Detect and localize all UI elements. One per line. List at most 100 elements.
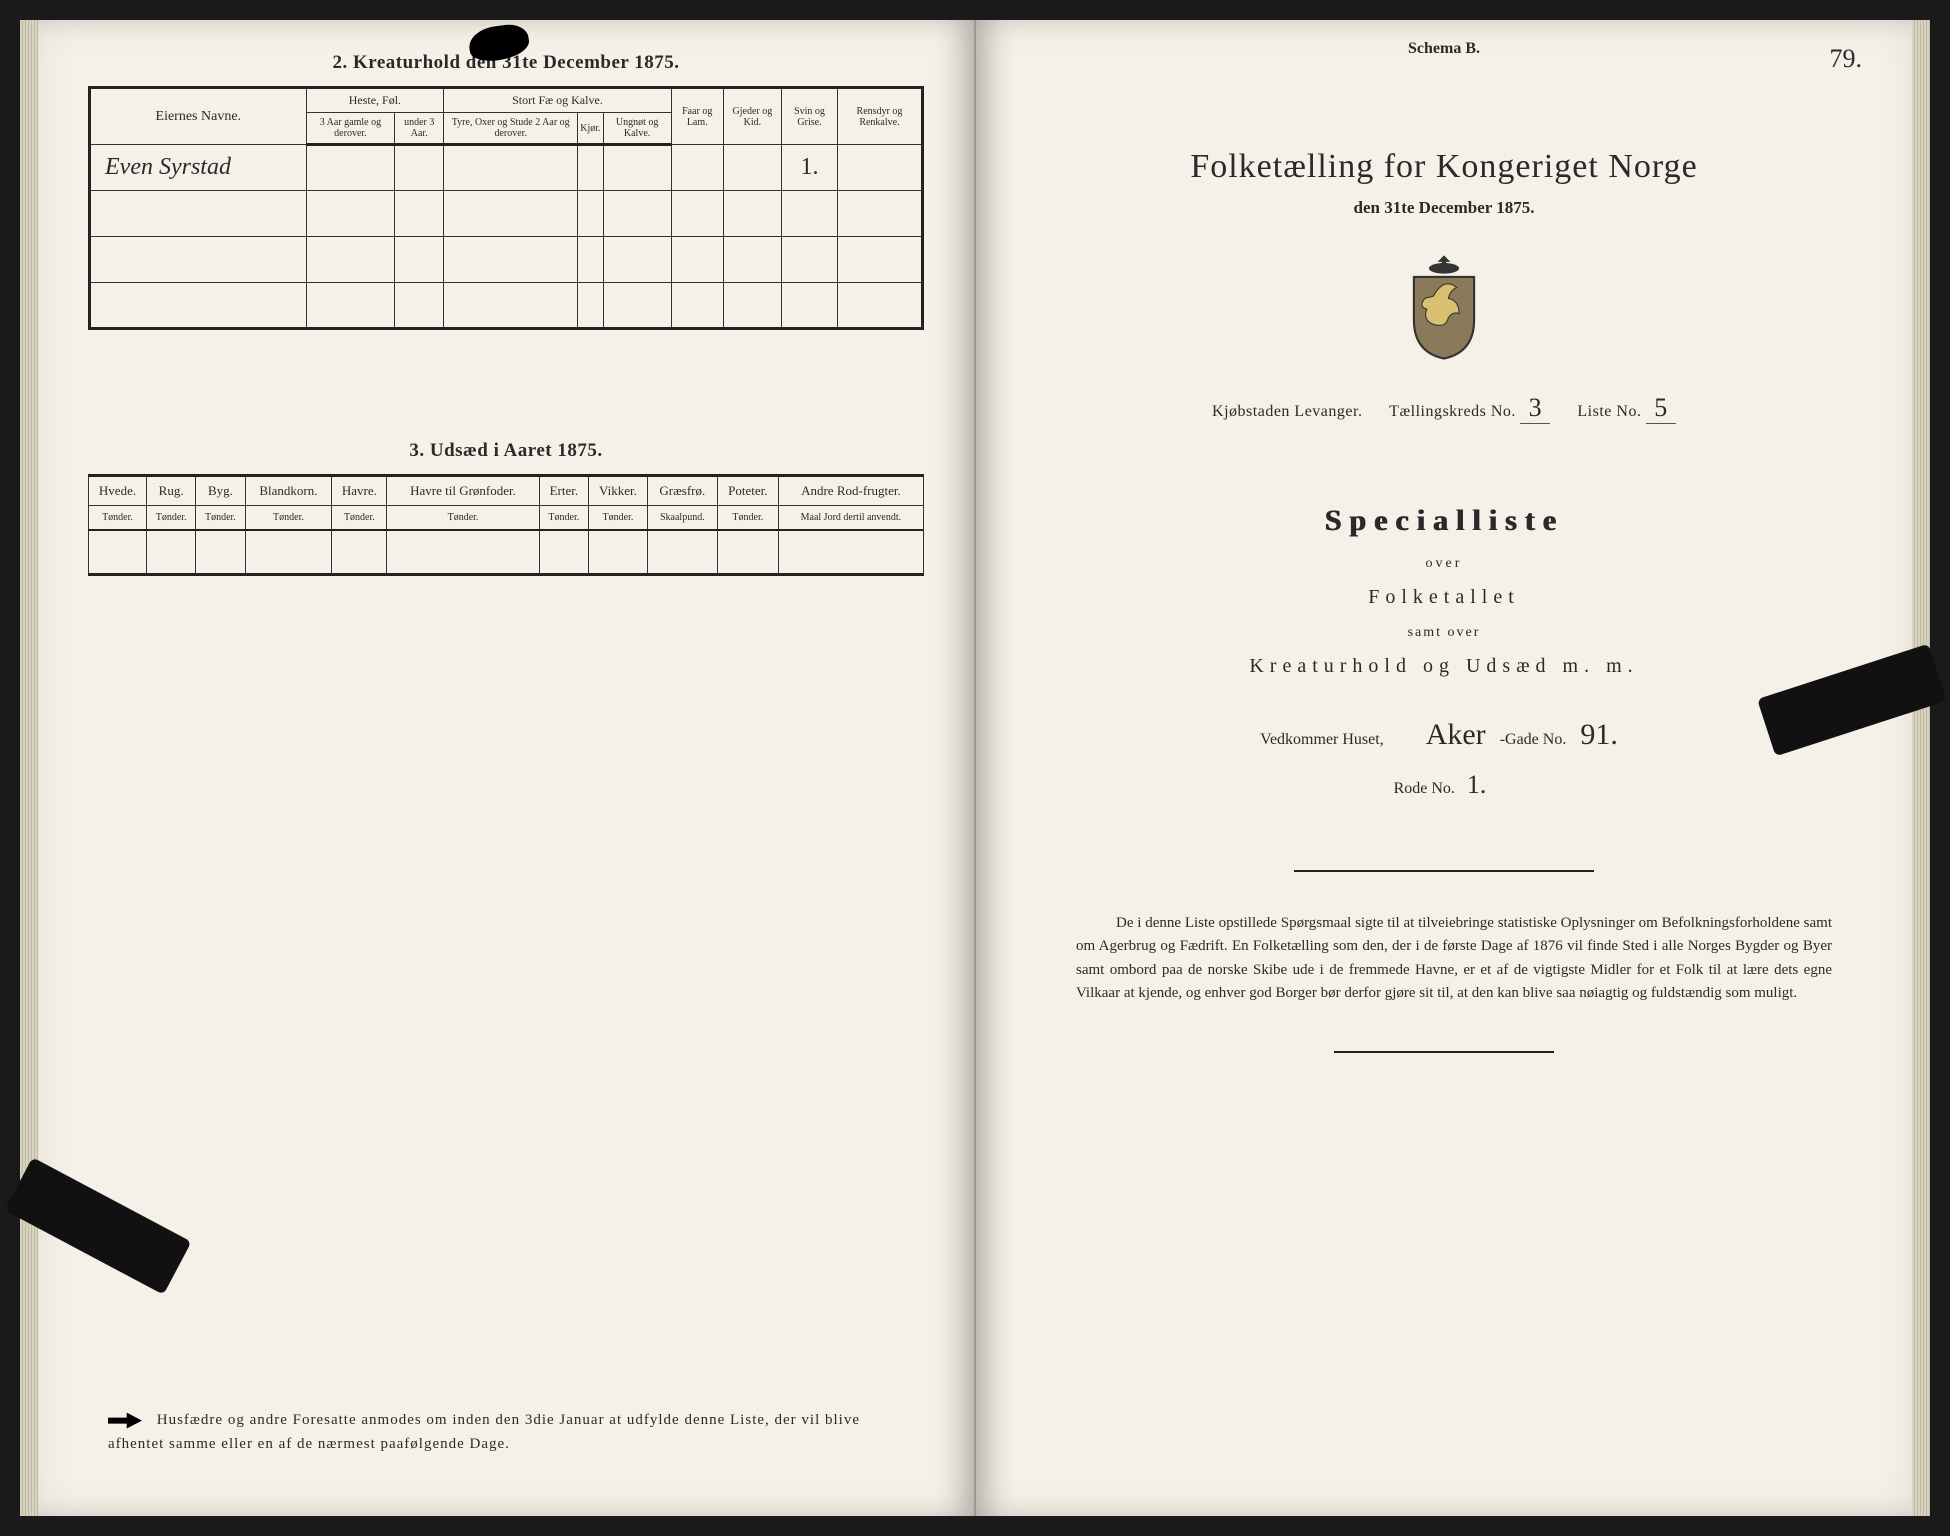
value-cell <box>578 145 603 191</box>
sub-fae-3: Ungnøt og Kalve. <box>603 113 671 145</box>
udsaed-col: Poteter. <box>717 476 778 506</box>
value-cell <box>723 145 781 191</box>
value-cell <box>395 283 444 329</box>
col-group-fae: Stort Fæ og Kalve. <box>444 88 671 113</box>
value-cell <box>578 237 603 283</box>
udsaed-col: Vikker. <box>588 476 647 506</box>
divider-1 <box>1294 870 1594 872</box>
udsaed-col: Andre Rod-frugter. <box>778 476 923 506</box>
schema-label: Schema B. <box>1026 40 1862 58</box>
udsaed-col: Blandkorn. <box>245 476 332 506</box>
udsaed-cell <box>147 530 196 574</box>
udsaed-unit: Tønder. <box>196 506 245 531</box>
udsaed-col: Erter. <box>539 476 588 506</box>
value-cell <box>444 191 578 237</box>
udsaed-body-row <box>89 530 924 574</box>
house-label: Vedkommer Huset, <box>1260 731 1384 748</box>
udsaed-cell <box>89 530 147 574</box>
page-edge-left <box>20 20 38 1516</box>
sub-samt-over: samt over <box>1026 625 1862 641</box>
rode-no: 1. <box>1459 770 1495 799</box>
meta-liste-label: Liste No. <box>1577 403 1641 420</box>
value-cell <box>723 191 781 237</box>
udsaed-unit: Maal Jord dertil anvendt. <box>778 506 923 531</box>
meta-line: Kjøbstaden Levanger. Tællingskreds No. 3… <box>1026 393 1862 424</box>
udsaed-cell <box>245 530 332 574</box>
udsaed-cell <box>539 530 588 574</box>
value-cell <box>837 283 922 329</box>
value-cell <box>444 237 578 283</box>
udsaed-cell <box>778 530 923 574</box>
udsaed-cell <box>196 530 245 574</box>
udsaed-unit: Tønder. <box>245 506 332 531</box>
udsaed-cell <box>588 530 647 574</box>
value-cell <box>306 283 395 329</box>
meta-town: Kjøbstaden Levanger. <box>1212 403 1362 420</box>
kreatur-row <box>90 191 923 237</box>
col-group-heste: Heste, Føl. <box>306 88 444 113</box>
house-gade-no: 91. <box>1570 718 1628 751</box>
value-cell <box>444 145 578 191</box>
value-cell <box>578 191 603 237</box>
census-date: den 31te December 1875. <box>1026 198 1862 218</box>
sub-heste-2: under 3 Aar. <box>395 113 444 145</box>
udsaed-col: Rug. <box>147 476 196 506</box>
house-gade-label: -Gade No. <box>1500 731 1567 748</box>
udsaed-cell <box>717 530 778 574</box>
udsaed-unit: Tønder. <box>588 506 647 531</box>
sub-fae-2: Kjør. <box>578 113 603 145</box>
value-cell <box>306 237 395 283</box>
owner-cell: Even Syrstad <box>90 145 307 191</box>
value-cell <box>671 145 723 191</box>
udsaed-unit: Tønder. <box>539 506 588 531</box>
meta-kreds-label: Tællingskreds No. <box>1389 403 1516 420</box>
right-page: Schema B. 79. Folketælling for Kongerige… <box>976 20 1912 1516</box>
udsaed-cell <box>647 530 717 574</box>
col-owner: Eiernes Navne. <box>90 88 307 145</box>
coat-of-arms-icon <box>1026 252 1862 367</box>
house-line: Vedkommer Huset, Aker -Gade No. 91. <box>1026 718 1862 752</box>
udsaed-unit: Tønder. <box>332 506 387 531</box>
census-title: Folketælling for Kongeriget Norge <box>1026 148 1862 186</box>
value-cell <box>782 283 838 329</box>
value-cell <box>782 191 838 237</box>
udsaed-table: Hvede.Rug.Byg.Blandkorn.Havre.Havre til … <box>88 474 924 576</box>
sub-folketallet: Folketallet <box>1026 586 1862 609</box>
udsaed-unit: Skaalpund. <box>647 506 717 531</box>
bottom-paragraph: De i denne Liste opstillede Spørgsmaal s… <box>1026 912 1862 1005</box>
value-cell <box>395 145 444 191</box>
sub-heste-1: 3 Aar gamle og derover. <box>306 113 395 145</box>
page-edge-right <box>1912 20 1930 1516</box>
value-cell <box>671 191 723 237</box>
kreatur-row: Even Syrstad1. <box>90 145 923 191</box>
value-cell <box>444 283 578 329</box>
kreatur-row <box>90 283 923 329</box>
udsaed-col: Havre til Grønfoder. <box>387 476 539 506</box>
value-cell <box>837 237 922 283</box>
section-3-title: 3. Udsæd i Aaret 1875. <box>88 440 924 462</box>
udsaed-header-row: Hvede.Rug.Byg.Blandkorn.Havre.Havre til … <box>89 476 924 506</box>
col-faar: Faar og Lam. <box>671 88 723 145</box>
sub-over-1: over <box>1026 556 1862 572</box>
owner-cell <box>90 191 307 237</box>
value-cell <box>782 237 838 283</box>
value-cell <box>723 283 781 329</box>
udsaed-unit: Tønder. <box>147 506 196 531</box>
left-footnote: Husfædre og andre Foresatte anmodes om i… <box>108 1408 904 1456</box>
page-number: 79. <box>1830 44 1863 74</box>
owner-cell <box>90 283 307 329</box>
value-cell <box>671 237 723 283</box>
value-cell <box>837 145 922 191</box>
value-cell <box>671 283 723 329</box>
sub-kreaturhold: Kreaturhold og Udsæd m. m. <box>1026 655 1862 678</box>
sub-fae-1: Tyre, Oxer og Stude 2 Aar og derover. <box>444 113 578 145</box>
udsaed-col: Græsfrø. <box>647 476 717 506</box>
value-cell <box>603 145 671 191</box>
udsaed-units-row: Tønder.Tønder.Tønder.Tønder.Tønder.Tønde… <box>89 506 924 531</box>
meta-kreds-value: 3 <box>1520 393 1550 424</box>
footnote-text: Husfædre og andre Foresatte anmodes om i… <box>108 1412 860 1452</box>
udsaed-unit: Tønder. <box>717 506 778 531</box>
kreatur-body: Even Syrstad1. <box>90 145 923 329</box>
value-cell <box>837 191 922 237</box>
book-spread: 2. Kreaturhold den 31te December 1875. E… <box>20 20 1930 1516</box>
